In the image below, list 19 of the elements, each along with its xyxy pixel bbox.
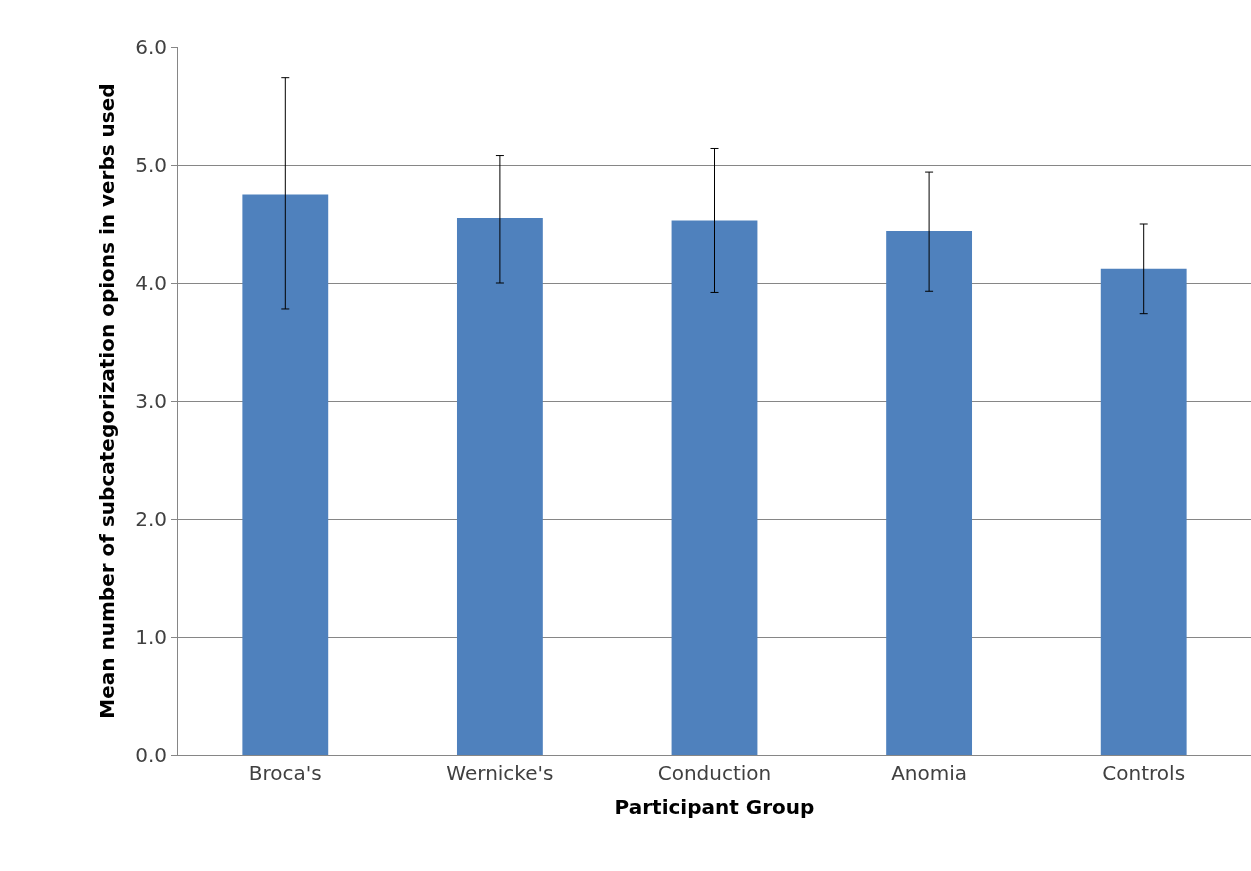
bar: [1100, 268, 1187, 755]
bar: [671, 220, 758, 755]
y-tick-label: 5.0: [135, 153, 167, 177]
bar: [456, 218, 543, 755]
y-tick-label: 4.0: [135, 271, 167, 295]
y-tick-label: 6.0: [135, 35, 167, 59]
y-axis-title: Mean number of subcategorization opions in verbs used: [94, 83, 119, 719]
y-tick-label: 0.0: [135, 743, 167, 767]
y-tick-label: 3.0: [135, 389, 167, 413]
x-tick-label: Wernicke's: [446, 761, 554, 785]
x-tick-label: Conduction: [657, 761, 772, 785]
x-axis-title: Participant Group: [614, 794, 815, 819]
bar: [242, 194, 329, 755]
x-tick-label: Controls: [1102, 761, 1186, 785]
bar: [886, 231, 973, 755]
y-tick-label: 1.0: [135, 625, 167, 649]
x-tick-label: Anomia: [891, 761, 968, 785]
y-tick-label: 2.0: [135, 507, 167, 531]
x-tick-label: Broca's: [248, 761, 322, 785]
